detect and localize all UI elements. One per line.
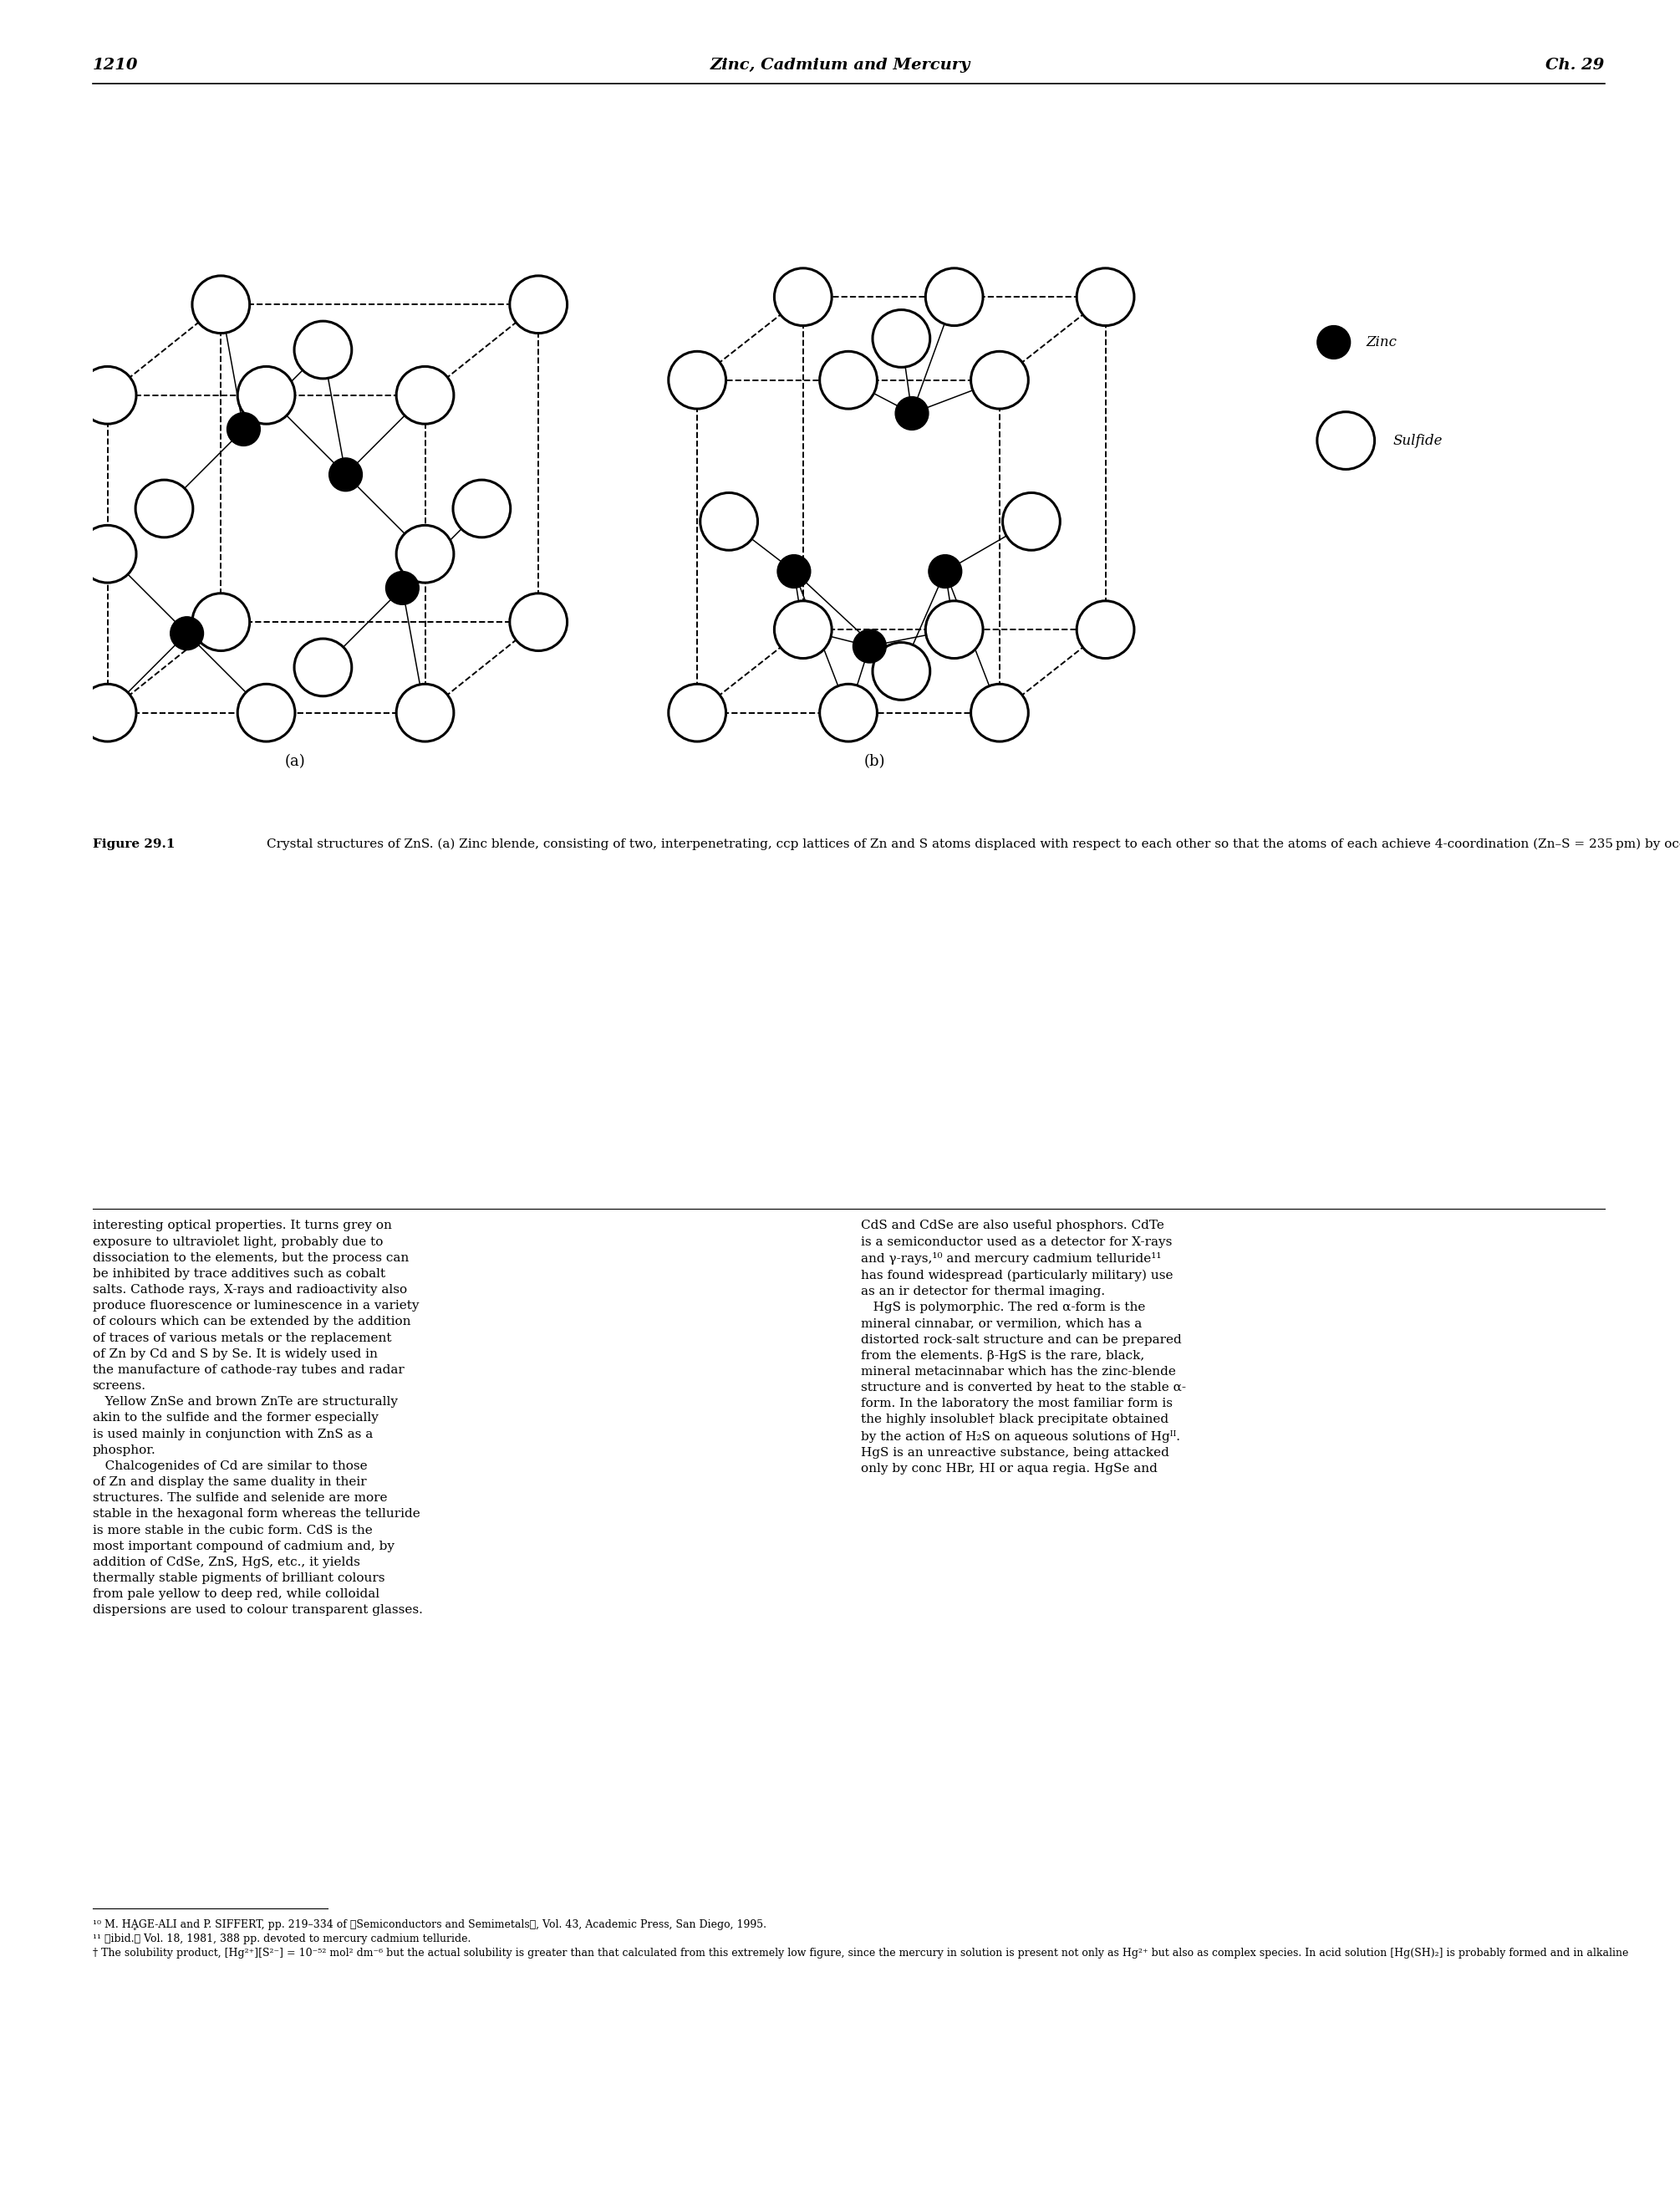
Text: (b): (b) bbox=[864, 754, 885, 770]
Circle shape bbox=[774, 269, 832, 326]
Text: Sulfide: Sulfide bbox=[1393, 432, 1443, 448]
Text: 1210: 1210 bbox=[92, 57, 138, 73]
Circle shape bbox=[872, 309, 931, 366]
Text: CdS and CdSe are also useful phosphors. CdTe
is a semiconductor used as a detect: CdS and CdSe are also useful phosphors. … bbox=[860, 1220, 1186, 1476]
Circle shape bbox=[329, 459, 363, 492]
Circle shape bbox=[971, 351, 1028, 408]
Text: Zinc, Cadmium and Mercury: Zinc, Cadmium and Mercury bbox=[711, 57, 969, 73]
Circle shape bbox=[926, 269, 983, 326]
Circle shape bbox=[971, 684, 1028, 741]
Circle shape bbox=[136, 481, 193, 538]
Circle shape bbox=[192, 276, 250, 333]
Circle shape bbox=[396, 366, 454, 424]
Circle shape bbox=[1317, 413, 1374, 470]
Circle shape bbox=[396, 525, 454, 582]
Circle shape bbox=[79, 366, 136, 424]
Circle shape bbox=[926, 600, 983, 657]
Circle shape bbox=[396, 684, 454, 741]
Circle shape bbox=[237, 366, 296, 424]
Circle shape bbox=[820, 351, 877, 408]
Circle shape bbox=[509, 276, 568, 333]
Circle shape bbox=[170, 618, 203, 651]
Circle shape bbox=[929, 554, 963, 589]
Circle shape bbox=[669, 684, 726, 741]
Text: Ch. 29: Ch. 29 bbox=[1546, 57, 1604, 73]
Circle shape bbox=[192, 593, 250, 651]
Circle shape bbox=[669, 351, 726, 408]
Circle shape bbox=[774, 600, 832, 657]
Circle shape bbox=[386, 571, 418, 604]
Circle shape bbox=[1317, 326, 1351, 360]
Circle shape bbox=[820, 684, 877, 741]
Circle shape bbox=[872, 642, 931, 699]
Circle shape bbox=[294, 322, 351, 379]
Circle shape bbox=[895, 397, 929, 430]
Circle shape bbox=[454, 481, 511, 538]
Circle shape bbox=[509, 593, 568, 651]
Circle shape bbox=[853, 629, 887, 662]
Text: interesting optical properties. It turns grey on
exposure to ultraviolet light, : interesting optical properties. It turns… bbox=[92, 1220, 422, 1617]
Text: Figure 29.1: Figure 29.1 bbox=[92, 838, 175, 849]
Circle shape bbox=[1003, 492, 1060, 549]
Circle shape bbox=[79, 525, 136, 582]
Circle shape bbox=[227, 413, 260, 446]
Circle shape bbox=[778, 554, 811, 589]
Text: (a): (a) bbox=[284, 754, 306, 770]
Circle shape bbox=[237, 684, 296, 741]
Text: Zinc: Zinc bbox=[1366, 335, 1398, 349]
Circle shape bbox=[294, 640, 351, 697]
Circle shape bbox=[701, 492, 758, 549]
Text: ¹⁰ M. HḀGE-ALI and P. SIFFERT, pp. 219–334 of ⲤSemiconductors and Semimetalsⲥ, V: ¹⁰ M. HḀGE-ALI and P. SIFFERT, pp. 219–3… bbox=[92, 1919, 1628, 1959]
Circle shape bbox=[79, 684, 136, 741]
Text: Crystal structures of ZnS. (a) Zinc blende, consisting of two, interpenetrating,: Crystal structures of ZnS. (a) Zinc blen… bbox=[265, 838, 1680, 849]
Circle shape bbox=[1077, 269, 1134, 326]
Circle shape bbox=[1077, 600, 1134, 657]
